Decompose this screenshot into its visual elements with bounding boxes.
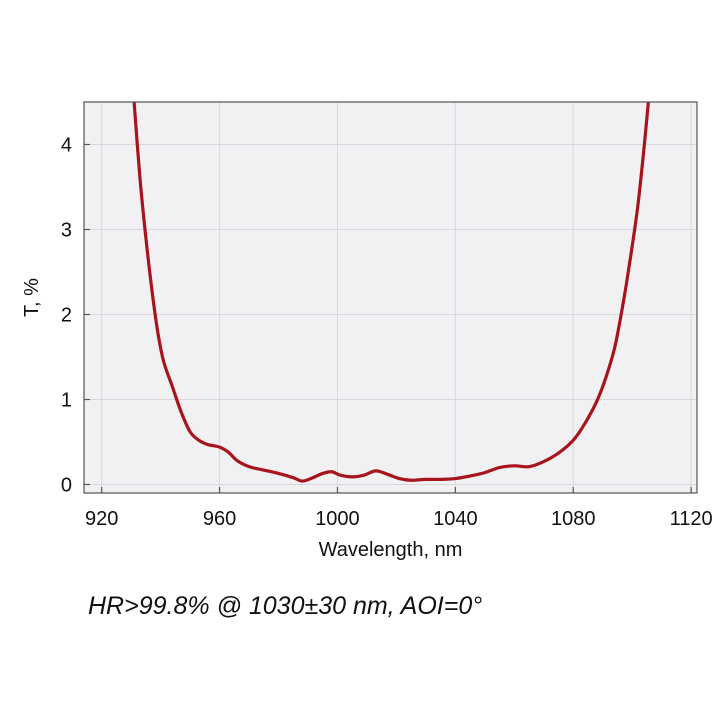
axis-ticks: 920 960 1000 1040 1080 1120 0 1 2 3 4 xyxy=(61,135,713,531)
x-tick-label: 960 xyxy=(203,508,236,530)
gridlines xyxy=(84,102,697,493)
y-axis-label: T, % xyxy=(21,278,43,317)
x-tick-label: 1120 xyxy=(670,508,713,530)
x-tick-label: 1040 xyxy=(433,508,478,530)
chart-caption: HR>99.8% @ 1030±30 nm, AOI=0° xyxy=(88,592,483,620)
y-tick-label: 1 xyxy=(61,390,72,412)
plot-frame xyxy=(83,101,698,494)
y-tick-label: 0 xyxy=(61,475,72,497)
plot-area xyxy=(84,102,697,493)
transmission-series-line-0 xyxy=(132,102,650,483)
x-tick-label: 1000 xyxy=(315,508,360,530)
y-tick-label: 4 xyxy=(61,135,72,157)
x-tick-label: 1080 xyxy=(551,508,596,530)
y-tick-label: 2 xyxy=(61,305,72,327)
x-tick-label: 920 xyxy=(85,508,118,530)
y-tick-label: 3 xyxy=(61,220,72,242)
series-layer xyxy=(132,102,650,483)
x-axis-label: Wavelength, nm xyxy=(319,539,463,561)
transmission-chart: 920 960 1000 1040 1080 1120 0 1 2 3 4 Wavelength, … xyxy=(21,101,713,561)
